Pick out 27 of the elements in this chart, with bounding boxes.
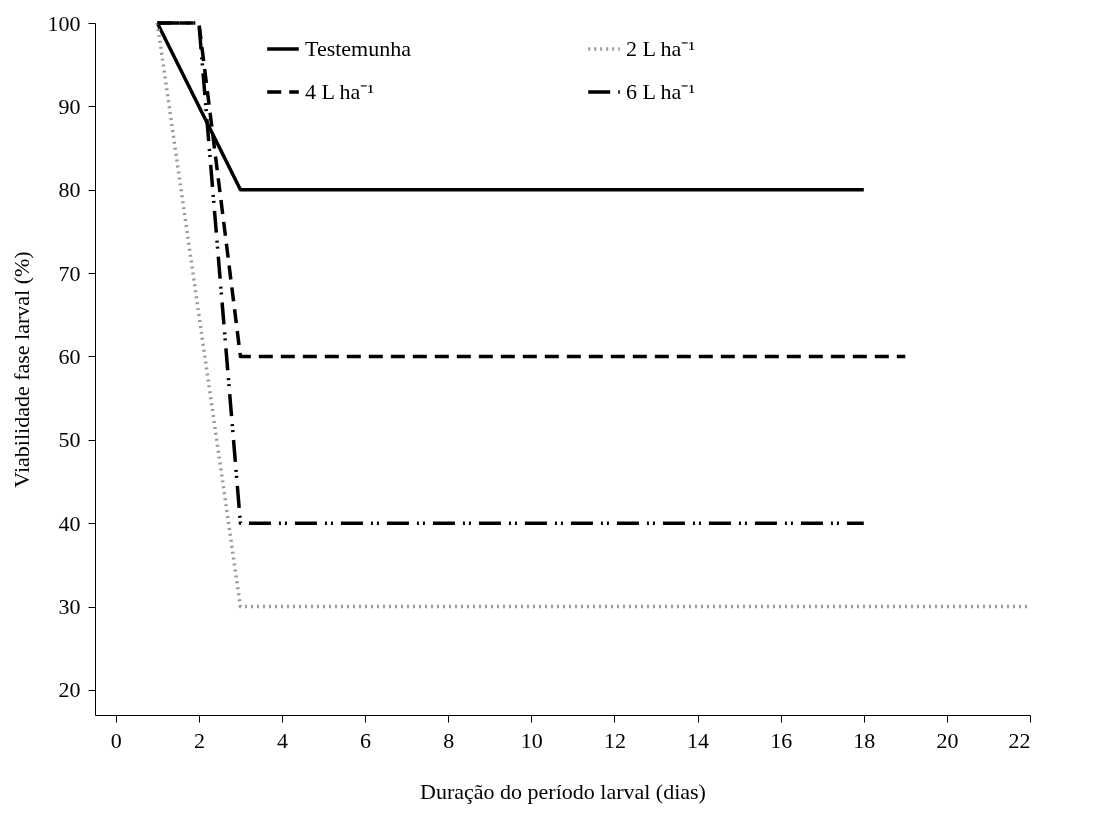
y-tick-label: 60	[58, 343, 81, 369]
x-tick-label: 8	[443, 727, 455, 753]
x-tick-label: 4	[277, 727, 288, 753]
y-tick-label: 20	[58, 677, 81, 703]
x-tick-label: 10	[520, 727, 543, 753]
x-tick-label: 2	[193, 727, 205, 753]
x-tick-label: 14	[687, 727, 710, 753]
y-tick-label: 40	[58, 510, 81, 536]
x-tick-label: 12	[603, 727, 626, 753]
y-axis-title: Viabilidade fase larval (%)	[8, 251, 34, 488]
y-tick-label: 80	[58, 177, 81, 203]
y-tick-label: 30	[58, 594, 81, 620]
legend-label: 4 L ha⁻¹	[305, 79, 374, 104]
y-tick-label: 90	[58, 93, 81, 119]
y-tick-label: 70	[58, 260, 81, 286]
x-tick-label: 6	[360, 727, 372, 753]
x-tick-label: 16	[770, 727, 793, 753]
y-tick-label: 50	[58, 427, 81, 453]
legend-label: 6 L ha⁻¹	[626, 79, 695, 104]
x-tick-label: 0	[110, 727, 122, 753]
y-tick-label: 100	[47, 10, 81, 36]
legend-label: Testemunha	[305, 36, 412, 61]
x-tick-label: 18	[853, 727, 876, 753]
legend-label: 2 L ha⁻¹	[626, 36, 695, 61]
x-tick-label: 22	[1008, 727, 1031, 753]
x-tick-label: 20	[936, 727, 959, 753]
x-axis-title: Duração do período larval (dias)	[420, 778, 706, 804]
